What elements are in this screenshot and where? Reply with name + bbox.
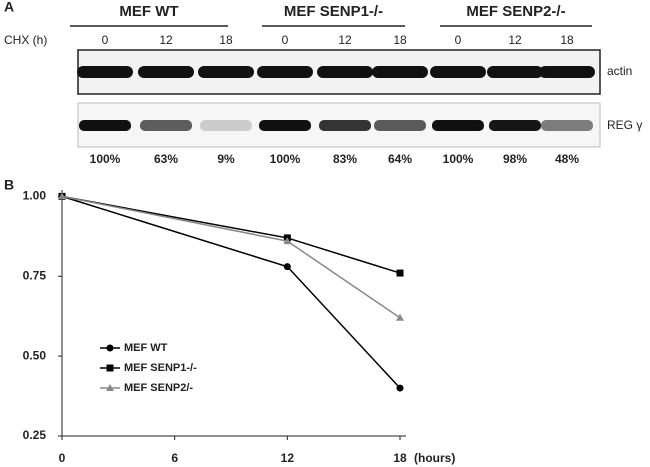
time-label: 18 xyxy=(393,33,407,47)
time-label: 12 xyxy=(338,33,352,47)
quant-label: 48% xyxy=(555,152,579,166)
legend-label: MEF SENP1-/- xyxy=(124,362,197,374)
data-point xyxy=(396,384,404,392)
actin-band xyxy=(487,66,543,78)
group-label: MEF SENP2-/- xyxy=(466,3,565,20)
y-tick-label: 0.75 xyxy=(23,268,47,282)
quant-label: 100% xyxy=(90,152,121,166)
time-label: 12 xyxy=(508,33,522,47)
quant-label: 98% xyxy=(503,152,527,166)
reg-band xyxy=(140,120,192,131)
actin-band xyxy=(317,66,373,78)
legend-marker xyxy=(106,384,114,391)
time-label: 0 xyxy=(102,33,109,47)
data-point xyxy=(283,263,291,271)
data-point xyxy=(396,313,404,321)
reg-band xyxy=(79,120,131,131)
reg-band xyxy=(541,120,593,131)
x-tick-label: 6 xyxy=(171,451,178,465)
group-label: MEF WT xyxy=(119,3,178,20)
x-tick-label: 12 xyxy=(281,451,295,465)
data-point xyxy=(283,237,292,245)
reg-band xyxy=(374,120,426,131)
series-line xyxy=(61,195,401,274)
y-tick-label: 0.25 xyxy=(23,428,47,442)
x-tick-label: 18 xyxy=(393,451,407,465)
reg-band xyxy=(489,120,541,131)
data-point xyxy=(396,269,404,277)
panel-label: B xyxy=(4,177,14,193)
quant-label: 64% xyxy=(388,152,412,166)
reg-band xyxy=(200,120,252,131)
x-axis-label: (hours) xyxy=(414,451,455,465)
time-label: 0 xyxy=(282,33,289,47)
time-label: 0 xyxy=(455,33,462,47)
time-label: 18 xyxy=(560,33,574,47)
reg-band xyxy=(319,120,371,131)
time-label: 12 xyxy=(159,33,173,47)
quant-label: 63% xyxy=(154,152,178,166)
band-label: REG γ xyxy=(607,118,642,132)
actin-band xyxy=(138,66,194,78)
actin-band xyxy=(257,66,313,78)
band-label: actin xyxy=(607,64,632,78)
legend-label: MEF SENP2/- xyxy=(124,382,193,394)
quant-label: 100% xyxy=(270,152,301,166)
reg-band xyxy=(432,120,484,131)
quant-label: 9% xyxy=(217,152,235,166)
actin-band xyxy=(539,66,595,78)
actin-band xyxy=(77,66,133,78)
x-tick-label: 0 xyxy=(59,451,66,465)
panel-label: A xyxy=(4,0,14,15)
group-label: MEF SENP1-/- xyxy=(284,3,383,20)
data-point xyxy=(58,192,66,200)
legend-marker xyxy=(106,364,114,372)
legend-label: MEF WT xyxy=(124,342,168,354)
time-label: 18 xyxy=(219,33,233,47)
legend-marker xyxy=(106,344,114,352)
y-tick-label: 0.50 xyxy=(23,348,47,362)
y-tick-label: 1.00 xyxy=(23,189,47,203)
actin-band xyxy=(372,66,428,78)
quant-label: 100% xyxy=(443,152,474,166)
row-label: CHX (h) xyxy=(4,33,47,47)
series-line xyxy=(61,195,401,389)
quant-label: 83% xyxy=(333,152,357,166)
actin-band xyxy=(430,66,486,78)
actin-band xyxy=(198,66,254,78)
reg-band xyxy=(259,120,311,131)
